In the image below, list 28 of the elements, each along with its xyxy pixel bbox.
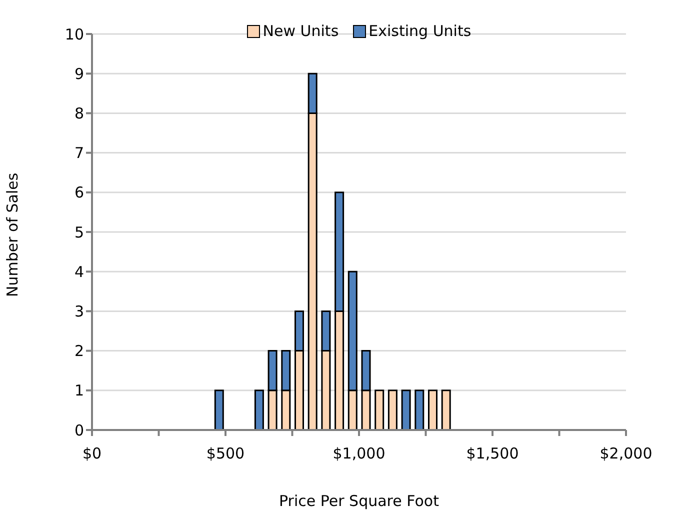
- y-tick-label: 6: [74, 184, 84, 202]
- y-tick-label: 10: [64, 25, 84, 44]
- x-tick-label: $2,000: [600, 444, 652, 463]
- bar: [441, 390, 451, 430]
- x-axis-title: Price Per Square Foot: [279, 492, 440, 510]
- y-tick-label: 2: [74, 342, 84, 360]
- bar: [214, 390, 224, 430]
- y-tick-label: 7: [74, 144, 84, 162]
- bar: [414, 390, 424, 430]
- x-tick-label: $1,000: [332, 444, 386, 463]
- x-tick-label: $1,500: [466, 444, 519, 463]
- bar: [388, 390, 398, 430]
- bar: [374, 390, 384, 430]
- y-tick-label: 1: [74, 382, 84, 400]
- y-tick-label: 9: [74, 64, 84, 83]
- y-tick-label: 3: [74, 302, 84, 321]
- legend-label: Existing Units: [368, 22, 472, 40]
- legend-label: New Units: [262, 22, 339, 40]
- y-tick-label: 4: [74, 262, 84, 281]
- y-tick-label: 8: [74, 104, 84, 123]
- y-tick-label: 5: [74, 223, 84, 242]
- x-tick-label: $0: [82, 444, 102, 463]
- bar: [428, 390, 438, 430]
- y-axis-title: Number of Sales: [3, 172, 22, 297]
- x-tick-label: $500: [206, 444, 245, 463]
- y-tick-label: 0: [74, 421, 84, 440]
- bar: [401, 390, 411, 430]
- bar: [254, 390, 264, 430]
